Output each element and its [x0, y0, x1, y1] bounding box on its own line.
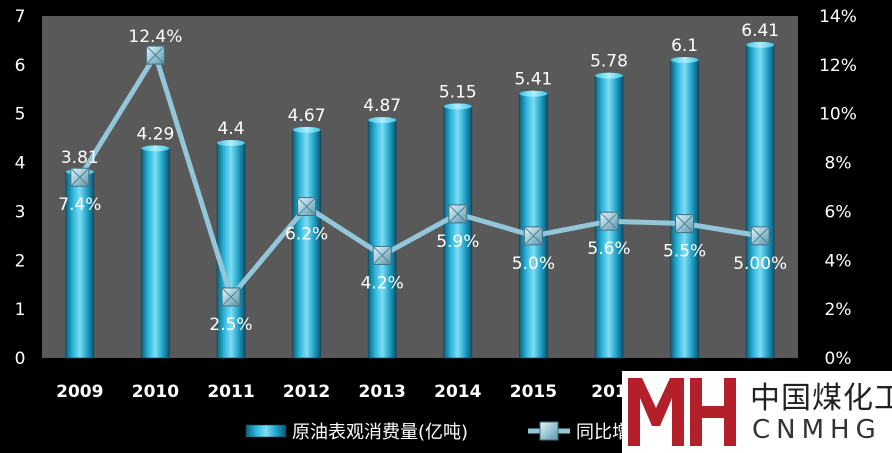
bar-value-label: 5.78: [590, 52, 628, 72]
growth-marker-x-2015: [524, 226, 543, 246]
y-right-tick: 10%: [819, 105, 857, 125]
growth-marker-x-2017: [675, 214, 694, 233]
bar-cap-2015: [519, 90, 548, 97]
growth-value-label: 5.5%: [663, 242, 706, 262]
logo-mark: [628, 378, 736, 446]
y-right-tick: 0%: [825, 349, 852, 369]
growth-value-label: 2.5%: [209, 315, 252, 335]
watermark: 中国煤化工 CNMHG: [622, 371, 892, 453]
bar-cap-2016: [595, 72, 623, 79]
bar-cap-2013: [368, 117, 397, 124]
bar-cap-2014: [443, 103, 472, 110]
x-tick: 2014: [434, 382, 481, 402]
y-right-tick: 12%: [819, 56, 857, 76]
y-left-tick: 7: [15, 7, 26, 27]
y-left-tick: 5: [15, 105, 26, 125]
x-tick: 2010: [132, 382, 179, 402]
watermark-en-text: CNMHG: [752, 415, 882, 445]
bar-2009: [65, 171, 95, 359]
y-left-tick: 2: [15, 251, 26, 271]
y-left-tick: 4: [15, 154, 26, 174]
x-tick: 2012: [283, 382, 330, 402]
x-tick: 2009: [56, 382, 103, 402]
growth-marker-x-2010: [146, 45, 165, 65]
legend-line-marker: [539, 421, 559, 441]
bar-cap-2010: [141, 145, 170, 152]
x-tick: 2015: [510, 382, 557, 402]
bar-cap-2012: [292, 126, 321, 133]
bar-2010: [141, 148, 170, 359]
bar-2018: [745, 44, 775, 359]
y-left-tick: 3: [15, 202, 26, 222]
bar-value-label: 4.87: [363, 96, 401, 116]
growth-value-label: 5.00%: [733, 254, 787, 274]
x-tick: 2011: [207, 382, 254, 402]
growth-value-label: 5.0%: [512, 254, 555, 274]
bar-cap-2017: [670, 56, 699, 63]
growth-value-label: 6.2%: [285, 225, 328, 245]
y-right-tick: 14%: [819, 7, 857, 27]
growth-value-label: 5.9%: [436, 232, 479, 252]
y-left-tick: 6: [15, 56, 26, 76]
bar-2017: [670, 59, 699, 359]
bar-value-label: 5.41: [514, 70, 552, 90]
legend-bar-swatch: [245, 424, 287, 438]
bar-value-label: 4.67: [288, 106, 326, 126]
bar-cap-2018: [746, 41, 775, 48]
watermark-cn-text: 中国煤化工: [750, 381, 892, 416]
growth-marker-x-2013: [372, 246, 392, 265]
growth-value-label: 5.6%: [587, 239, 630, 259]
bar-cap-2011: [217, 140, 245, 147]
x-tick: 201: [591, 382, 627, 402]
bar-value-label: 3.81: [61, 148, 99, 168]
bar-value-label: 6.41: [741, 21, 779, 41]
y-right-tick: 8%: [825, 154, 852, 174]
growth-marker-x-2016: [599, 211, 619, 231]
bar-value-label: 6.1: [671, 36, 698, 56]
growth-value-label: 12.4%: [128, 27, 182, 47]
growth-marker-x-2011: [221, 287, 241, 307]
x-tick: 2013: [359, 382, 406, 402]
legend-bar-label: 原油表观消费量(亿吨): [292, 422, 468, 443]
growth-line: [77, 52, 761, 300]
growth-marker-x-2018: [750, 226, 770, 246]
y-right-tick: 4%: [825, 251, 852, 271]
growth-marker-x-2012: [297, 197, 316, 216]
growth-marker-x-2009: [70, 167, 90, 187]
bar-value-label: 4.29: [136, 124, 174, 144]
y-right-tick: 2%: [825, 300, 852, 320]
bar-value-label: 4.4: [217, 119, 244, 139]
bar-2013: [367, 119, 397, 359]
bar-value-label: 5.15: [439, 82, 477, 102]
bar-2014: [443, 106, 473, 359]
growth-value-label: 7.4%: [58, 195, 101, 215]
y-left-tick: 0: [15, 349, 26, 369]
y-left-tick: 1: [15, 300, 26, 320]
growth-marker-x-2014: [448, 204, 468, 224]
bar-2012: [292, 129, 321, 359]
growth-value-label: 4.2%: [361, 273, 404, 293]
y-right-tick: 6%: [825, 202, 852, 222]
bar-2015: [519, 93, 548, 359]
